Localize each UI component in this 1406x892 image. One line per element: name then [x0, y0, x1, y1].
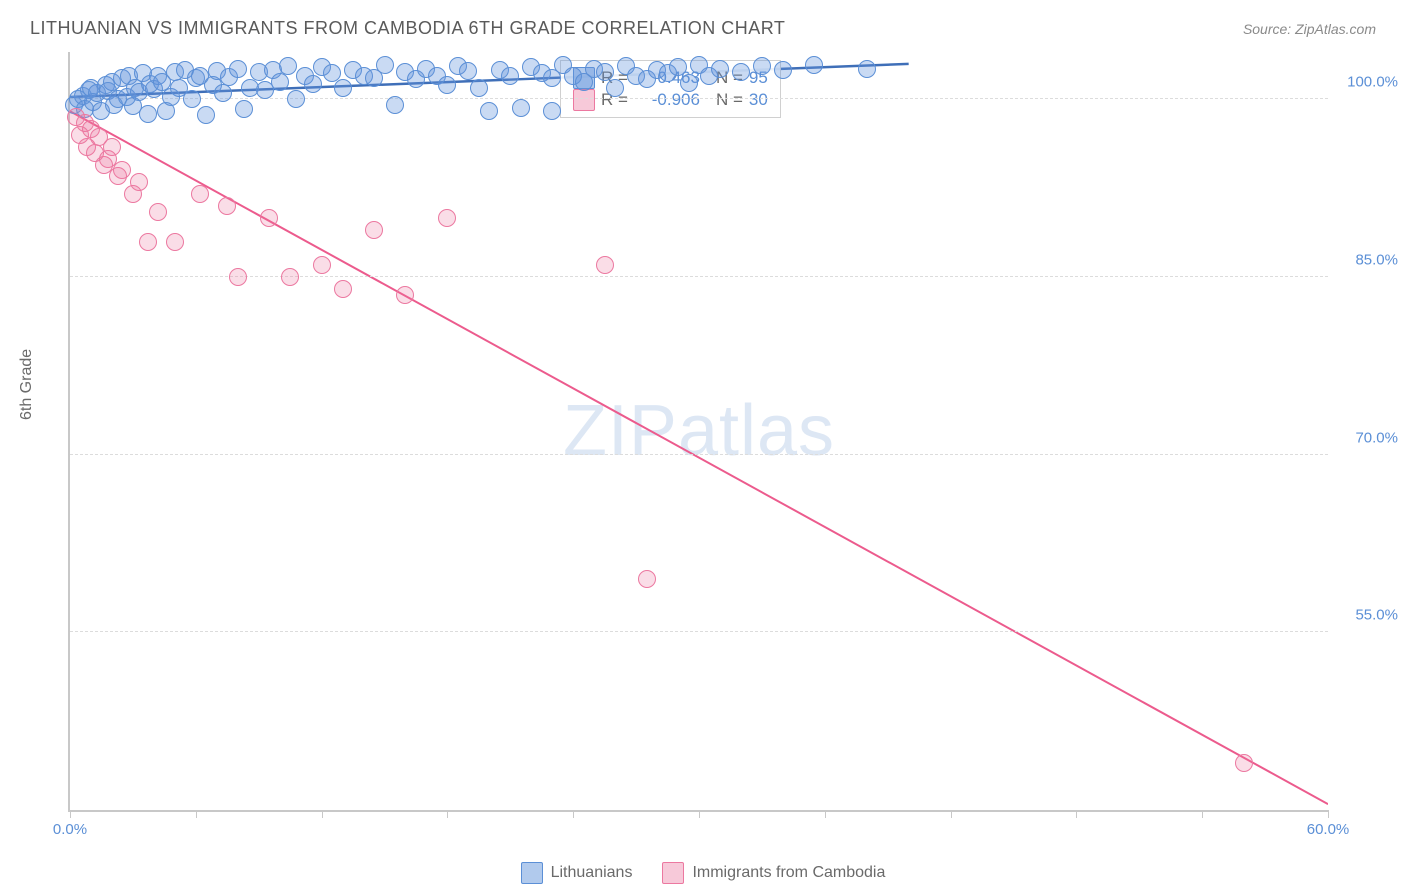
point-cambodia: [438, 209, 456, 227]
point-lithuanian: [501, 67, 519, 85]
y-tick-label: 55.0%: [1355, 607, 1398, 624]
point-lithuanian: [214, 84, 232, 102]
point-cambodia: [365, 221, 383, 239]
gridline-h: [70, 631, 1328, 632]
trend-line-cambodia: [70, 111, 1328, 804]
point-lithuanian: [235, 100, 253, 118]
r-value: -0.906: [634, 90, 700, 110]
x-tick: [951, 810, 952, 818]
x-tick: [1076, 810, 1077, 818]
y-tick-label: 85.0%: [1355, 252, 1398, 269]
point-cambodia: [260, 209, 278, 227]
point-lithuanian: [183, 90, 201, 108]
point-lithuanian: [470, 79, 488, 97]
gridline-h: [70, 276, 1328, 277]
point-lithuanian: [287, 90, 305, 108]
x-tick: [825, 810, 826, 818]
point-cambodia: [396, 286, 414, 304]
stat-row-cambodia: R =-0.906N =30: [573, 89, 768, 111]
gridline-h: [70, 98, 1328, 99]
point-cambodia: [229, 268, 247, 286]
watermark: ZIPatlas: [563, 390, 835, 472]
point-lithuanian: [279, 57, 297, 75]
point-cambodia: [596, 256, 614, 274]
point-cambodia: [103, 138, 121, 156]
point-lithuanian: [680, 74, 698, 92]
stat-swatch: [573, 89, 595, 111]
legend-item-cambodia: Immigrants from Cambodia: [662, 862, 885, 884]
point-lithuanian: [805, 56, 823, 74]
point-cambodia: [191, 185, 209, 203]
point-lithuanian: [376, 56, 394, 74]
point-lithuanian: [459, 62, 477, 80]
point-cambodia: [638, 570, 656, 588]
y-axis-title: 6th Grade: [18, 349, 36, 420]
point-cambodia: [130, 173, 148, 191]
x-tick: [1202, 810, 1203, 818]
point-lithuanian: [438, 76, 456, 94]
x-tick: [196, 810, 197, 818]
legend-label-cambodia: Immigrants from Cambodia: [692, 864, 885, 882]
point-lithuanian: [543, 102, 561, 120]
legend-item-lithuanians: Lithuanians: [521, 862, 633, 884]
x-tick-label: 0.0%: [53, 821, 87, 838]
point-cambodia: [166, 233, 184, 251]
point-lithuanian: [334, 79, 352, 97]
plot-canvas: ZIPatlas R =0.463N =95R =-0.906N =30 55.…: [68, 52, 1328, 812]
point-lithuanian: [858, 60, 876, 78]
x-tick: [322, 810, 323, 818]
point-lithuanian: [606, 79, 624, 97]
point-cambodia: [139, 233, 157, 251]
x-tick: [70, 810, 71, 818]
point-lithuanian: [512, 99, 530, 117]
watermark-p2: atlas: [678, 391, 835, 471]
chart-title: LITHUANIAN VS IMMIGRANTS FROM CAMBODIA 6…: [30, 18, 785, 39]
point-lithuanian: [271, 73, 289, 91]
point-cambodia: [149, 203, 167, 221]
point-lithuanian: [229, 60, 247, 78]
point-lithuanian: [386, 96, 404, 114]
point-lithuanian: [774, 61, 792, 79]
point-cambodia: [218, 197, 236, 215]
point-cambodia: [1235, 754, 1253, 772]
point-lithuanian: [304, 75, 322, 93]
x-tick: [447, 810, 448, 818]
x-tick-label: 60.0%: [1307, 821, 1350, 838]
point-lithuanian: [753, 57, 771, 75]
point-lithuanian: [139, 105, 157, 123]
point-lithuanian: [732, 63, 750, 81]
point-lithuanian: [711, 60, 729, 78]
chart-header: LITHUANIAN VS IMMIGRANTS FROM CAMBODIA 6…: [30, 18, 1376, 39]
trend-lines-svg: [70, 52, 1328, 810]
point-cambodia: [313, 256, 331, 274]
plot-area: ZIPatlas R =0.463N =95R =-0.906N =30 55.…: [68, 52, 1328, 812]
x-tick: [1328, 810, 1329, 818]
gridline-h: [70, 454, 1328, 455]
legend-label-lithuanians: Lithuanians: [551, 864, 633, 882]
y-tick-label: 100.0%: [1347, 74, 1398, 91]
n-value: 30: [749, 90, 768, 110]
watermark-p1: ZIP: [563, 391, 678, 471]
swatch-pink: [662, 862, 684, 884]
x-tick: [573, 810, 574, 818]
source-attribution: Source: ZipAtlas.com: [1243, 21, 1376, 37]
point-cambodia: [281, 268, 299, 286]
x-tick: [699, 810, 700, 818]
point-cambodia: [334, 280, 352, 298]
point-lithuanian: [480, 102, 498, 120]
n-label: N =: [716, 90, 743, 110]
y-tick-label: 70.0%: [1355, 429, 1398, 446]
series-legend: Lithuanians Immigrants from Cambodia: [0, 862, 1406, 884]
point-cambodia: [113, 161, 131, 179]
swatch-blue: [521, 862, 543, 884]
point-lithuanian: [197, 106, 215, 124]
